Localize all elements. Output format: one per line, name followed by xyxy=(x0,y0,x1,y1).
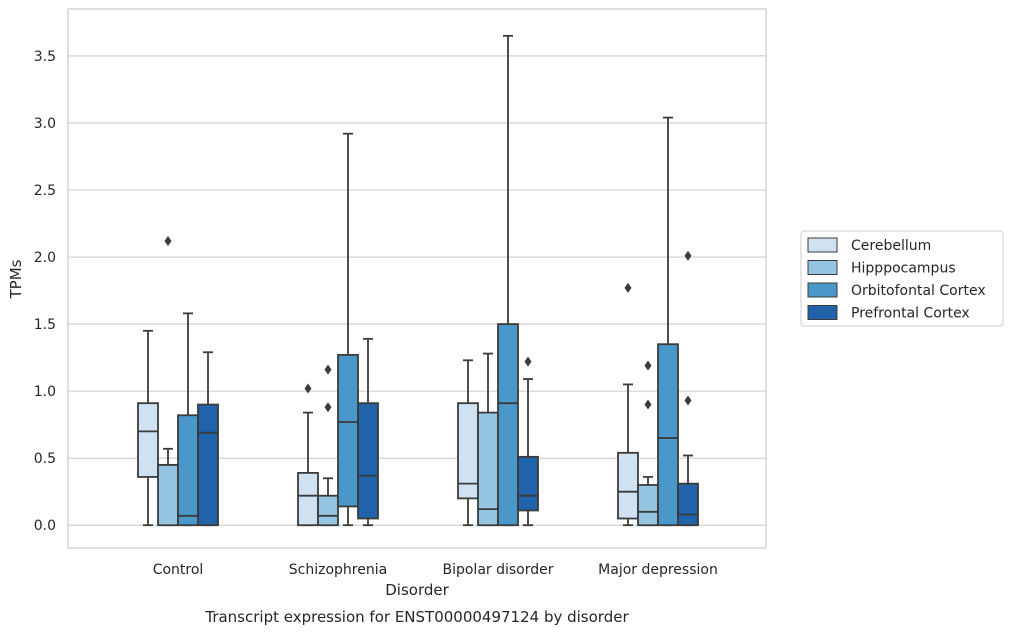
y-tick-label: 0.0 xyxy=(34,518,56,534)
y-axis-title: TPMs xyxy=(7,259,25,299)
box-body xyxy=(617,451,639,520)
outlier-point xyxy=(324,364,332,375)
box-body xyxy=(297,472,319,527)
legend-swatch xyxy=(807,260,838,275)
outlier-point xyxy=(304,383,312,394)
outlier-point xyxy=(324,402,332,413)
box-prefrontal-cortex xyxy=(517,356,539,527)
legend-label: Hipppocampus xyxy=(851,261,956,277)
outlier-point xyxy=(624,282,632,293)
legend-frame xyxy=(800,230,1004,327)
box-body xyxy=(357,402,379,520)
box-prefrontal-cortex xyxy=(357,337,379,527)
box-orbitofontal-cortex xyxy=(657,116,679,527)
x-tick-label: Schizophrenia xyxy=(289,562,387,578)
x-tick-label: Bipolar disorder xyxy=(442,562,553,578)
x-axis-title: Disorder xyxy=(385,581,449,599)
outlier-point xyxy=(524,356,532,367)
outlier-point xyxy=(644,360,652,371)
box-cerebellum xyxy=(137,329,159,527)
chart-title: Transcript expression for ENST0000049712… xyxy=(204,608,629,626)
box-body xyxy=(337,354,359,508)
box-hipppocampus xyxy=(477,352,499,527)
y-tick-label: 2.5 xyxy=(34,183,56,199)
box-body xyxy=(677,482,699,527)
box-body xyxy=(497,323,519,527)
outlier-point xyxy=(644,399,652,410)
box-body xyxy=(197,403,219,527)
box-body xyxy=(657,343,679,527)
x-tick-label: Major depression xyxy=(598,562,718,578)
legend-label: Orbitofontal Cortex xyxy=(851,283,986,299)
box-hipppocampus xyxy=(317,364,339,527)
box-series xyxy=(137,34,699,527)
legend-label: Prefrontal Cortex xyxy=(851,306,970,322)
x-tick-label: Control xyxy=(153,562,204,578)
box-orbitofontal-cortex xyxy=(497,34,519,527)
box-body xyxy=(157,463,179,527)
y-tick-label: 3.5 xyxy=(34,49,56,65)
y-tick-label: 1.5 xyxy=(34,317,56,333)
box-cerebellum xyxy=(617,282,639,527)
outlier-point xyxy=(164,235,172,246)
legend-label: Cerebellum xyxy=(851,238,931,254)
box-body xyxy=(317,494,339,527)
box-prefrontal-cortex xyxy=(197,351,219,527)
legend-swatch xyxy=(807,282,838,298)
y-tick-label: 1.0 xyxy=(34,384,56,400)
box-orbitofontal-cortex xyxy=(177,312,199,527)
box-hipppocampus xyxy=(637,360,659,527)
box-body xyxy=(637,484,659,527)
box-body xyxy=(177,414,199,527)
outlier-point xyxy=(684,395,692,406)
y-axis-ticks: 0.0 0.5 1.0 1.5 2.0 2.5 3.0 3.5 xyxy=(34,49,56,534)
legend-swatch xyxy=(807,237,838,253)
plot-frame xyxy=(67,8,767,549)
box-cerebellum xyxy=(457,359,479,527)
outlier-point xyxy=(684,250,692,261)
y-tick-label: 2.0 xyxy=(34,250,56,266)
box-body xyxy=(137,402,159,478)
x-axis-ticks: Control Schizophrenia Bipolar disorder Majo… xyxy=(153,562,718,578)
box-prefrontal-cortex xyxy=(677,250,699,527)
y-tick-label: 3.0 xyxy=(34,116,56,132)
legend-swatch xyxy=(807,305,838,320)
box-body xyxy=(517,455,539,512)
y-tick-label: 0.5 xyxy=(34,451,56,467)
legend: Cerebellum Hipppocampus Orbitofontal Corte… xyxy=(800,230,1004,327)
